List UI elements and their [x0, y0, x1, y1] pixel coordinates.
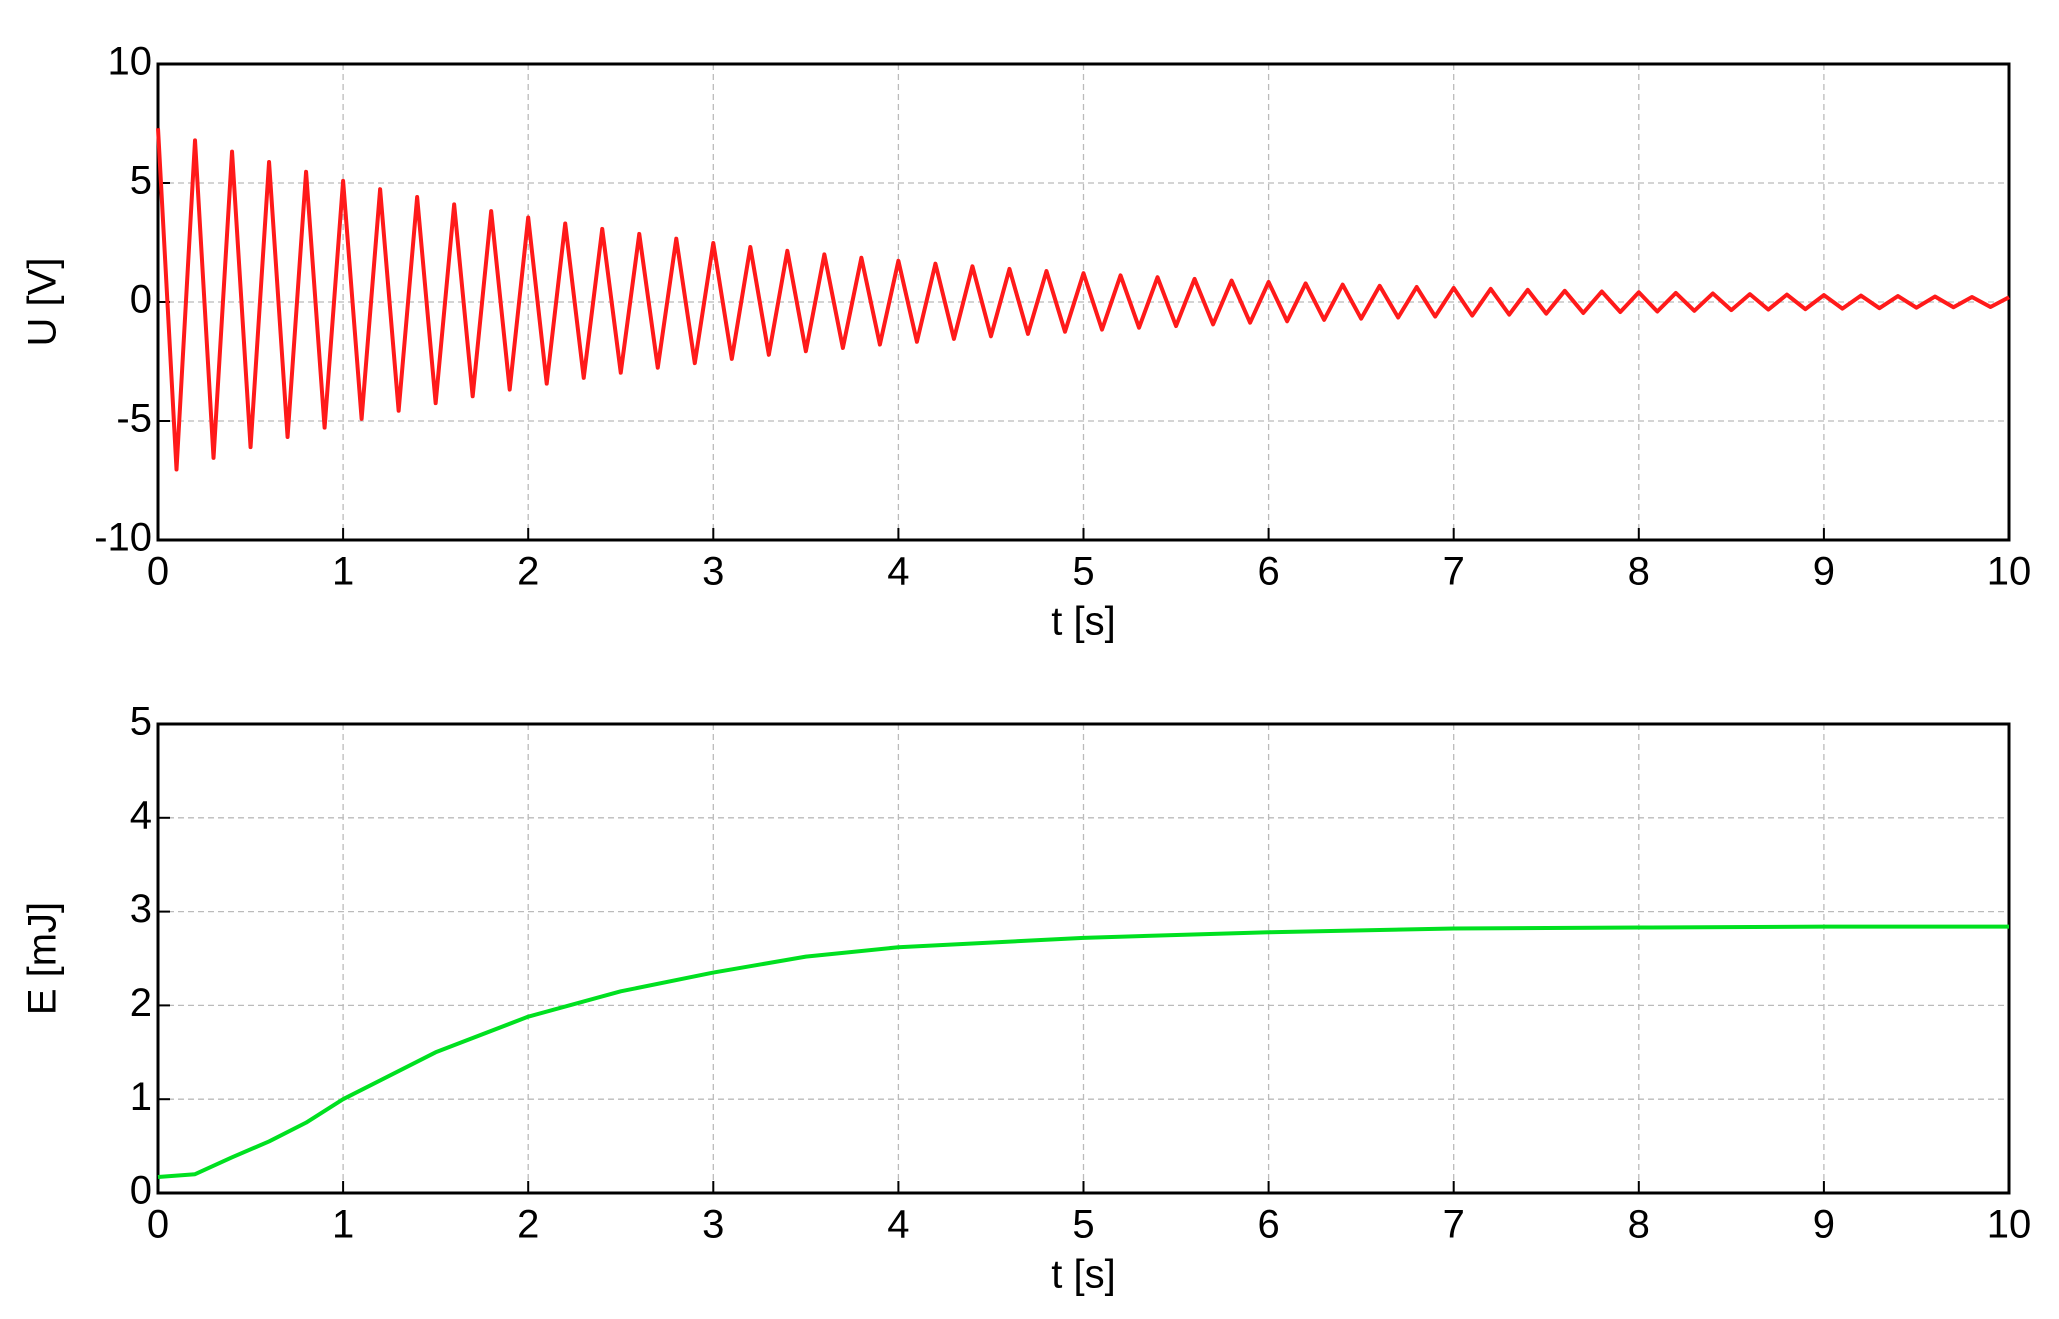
- x-tick-label: 3: [702, 550, 724, 594]
- x-tick-label: 3: [702, 1203, 724, 1247]
- y-tick-label: 5: [130, 700, 152, 744]
- x-axis-label: t [s]: [1051, 600, 1115, 644]
- data-line: [156, 128, 2010, 472]
- y-tick-label: 5: [130, 159, 152, 203]
- x-tick-label: 1: [332, 1203, 354, 1247]
- y-tick-label: -10: [94, 516, 152, 560]
- x-tick-label: 9: [1813, 1203, 1835, 1247]
- x-tick-label: 10: [1987, 1203, 2032, 1247]
- x-tick-label: 5: [1072, 550, 1094, 594]
- y-tick-label: 0: [130, 1169, 152, 1213]
- x-tick-label: 6: [1257, 1203, 1279, 1247]
- x-tick-label: 9: [1813, 550, 1835, 594]
- y-axis-label: U [V]: [21, 258, 65, 347]
- x-tick-label: 1: [332, 550, 354, 594]
- x-tick-label: 8: [1628, 550, 1650, 594]
- data-line: [157, 924, 2009, 1180]
- x-tick-label: 10: [1987, 550, 2032, 594]
- plot-frame: [156, 722, 2011, 1195]
- x-tick-label: 7: [1443, 1203, 1465, 1247]
- y-tick-label: 4: [130, 793, 152, 837]
- y-tick-label: 3: [130, 887, 152, 931]
- x-tick-label: 0: [147, 1203, 169, 1247]
- x-tick-label: 4: [887, 550, 909, 594]
- y-tick-label: 10: [108, 40, 153, 84]
- x-tick-label: 7: [1443, 550, 1465, 594]
- y-tick-label: -5: [116, 397, 152, 441]
- x-tick-label: 0: [147, 550, 169, 594]
- plot-frame: [156, 62, 2011, 542]
- y-tick-label: 1: [130, 1075, 152, 1119]
- y-tick-label: 2: [130, 981, 152, 1025]
- x-tick-label: 5: [1072, 1203, 1094, 1247]
- y-tick-label: 0: [130, 278, 152, 322]
- x-tick-label: 2: [517, 550, 539, 594]
- x-tick-label: 8: [1628, 1203, 1650, 1247]
- x-tick-label: 6: [1257, 550, 1279, 594]
- y-axis-label: E [mJ]: [21, 902, 65, 1015]
- x-axis-label: t [s]: [1051, 1253, 1115, 1297]
- x-tick-label: 4: [887, 1203, 909, 1247]
- x-tick-label: 2: [517, 1203, 539, 1247]
